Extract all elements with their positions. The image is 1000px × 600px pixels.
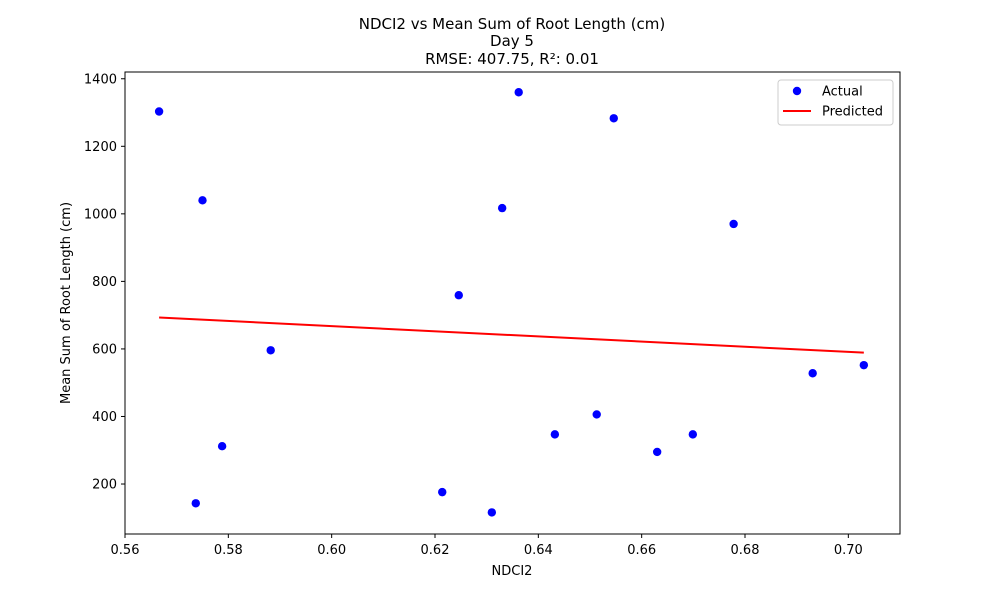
y-tick-label: 1200 [84,140,117,155]
data-point-actual [198,196,207,205]
y-tick-label: 1400 [84,72,117,87]
legend-label: Actual [822,85,863,100]
data-point-actual [438,487,447,497]
data-point-actual [652,447,662,457]
x-tick-label: 0.62 [421,543,450,558]
predicted-line [159,316,864,354]
data-point-actual [154,107,164,116]
data-point-actual [729,219,738,229]
data-point-actual [592,410,601,419]
data-point-actual [609,114,618,123]
chart-title: NDCI2 vs Mean Sum of Root Length (cm) Da… [359,15,666,68]
x-tick-label: 0.64 [524,543,553,558]
legend-box [777,79,894,126]
y-tick-label: 400 [92,410,117,425]
x-tick-label: 0.68 [731,543,760,558]
axes: 0.56 0.58 0.60 0.62 0.64 0.66 0.68 0.70 200 400 60… [84,71,901,558]
data-point-actual [688,430,698,439]
x-axis-label: NDCI2 [492,564,533,579]
plot-frame [124,71,901,535]
x-tick-label: 0.66 [627,543,656,558]
data-point-actual [217,441,227,451]
data-point-actual [859,360,869,370]
x-tick-label: 0.60 [317,543,346,558]
plot-area [154,88,869,517]
y-axis-label: Mean Sum of Root Length (cm) [59,202,74,404]
chart-title-line-3: RMSE: 407.75, R²: 0.01 [425,50,599,68]
x-tick-label: 0.70 [834,543,863,558]
y-tick-label: 800 [92,275,117,290]
data-point-actual [454,291,463,300]
legend-marker-swatch [792,86,802,96]
data-point-actual [487,508,497,517]
legend-label: Predicted [822,105,883,120]
y-tick-label: 200 [92,478,117,493]
data-point-actual [497,203,507,213]
legend: Actual Predicted [777,79,894,126]
data-point-actual [550,430,560,439]
y-tick-label: 1000 [84,207,117,222]
data-point-actual [191,499,200,508]
x-tick-label: 0.56 [111,543,140,558]
x-tick-label: 0.58 [214,543,243,558]
data-point-actual [266,346,275,355]
chart-title-line-2: Day 5 [490,32,534,50]
data-point-actual [514,88,523,97]
data-point-actual [808,369,817,378]
chart-title-line-1: NDCI2 vs Mean Sum of Root Length (cm) [359,15,666,33]
y-tick-label: 600 [92,342,117,357]
